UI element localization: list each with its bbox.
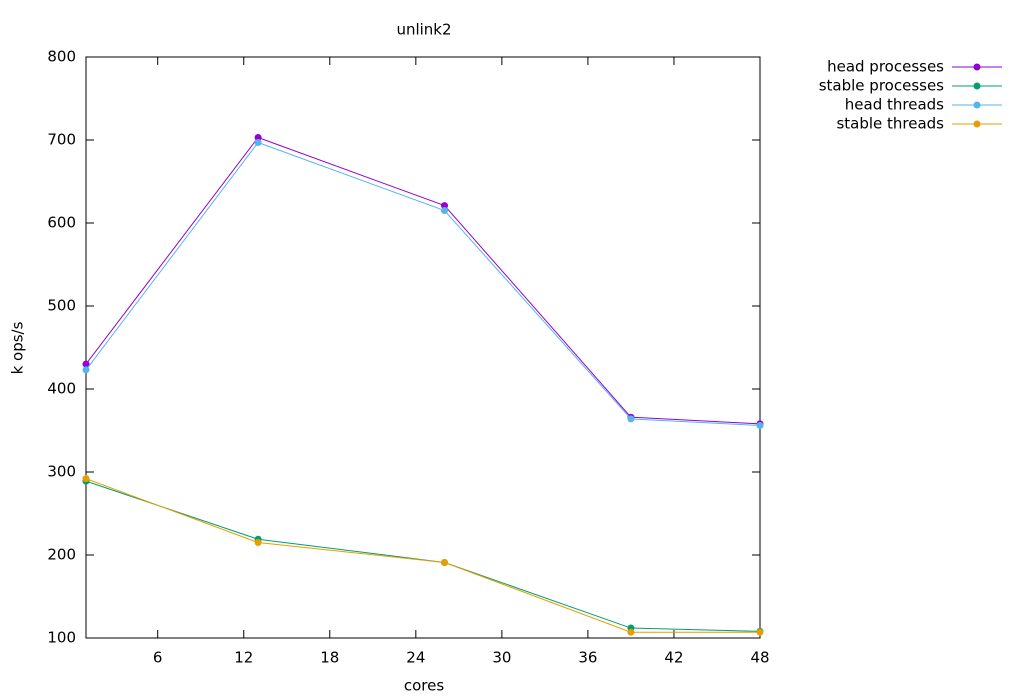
y-tick-label: 200	[47, 546, 76, 564]
x-tick-label: 48	[750, 649, 769, 667]
x-tick-label: 24	[406, 649, 425, 667]
data-point	[627, 415, 635, 423]
data-point	[627, 628, 635, 636]
data-point	[756, 628, 764, 636]
y-tick-label: 100	[47, 629, 76, 647]
data-point	[82, 475, 90, 483]
data-point	[254, 539, 262, 547]
legend-marker	[973, 101, 981, 109]
data-point	[82, 360, 90, 368]
legend-label: stable processes	[819, 77, 944, 95]
data-point	[441, 558, 449, 566]
data-point	[82, 366, 90, 374]
y-tick-label: 600	[47, 214, 76, 232]
data-point	[441, 202, 449, 210]
x-axis-label: cores	[404, 677, 444, 695]
data-point	[441, 207, 449, 215]
data-point	[254, 138, 262, 146]
y-tick-label: 400	[47, 380, 76, 398]
legend-label: head processes	[827, 58, 944, 76]
legend-marker	[973, 82, 981, 90]
data-point	[756, 422, 764, 430]
x-tick-label: 12	[234, 649, 253, 667]
legend-marker	[973, 63, 981, 71]
x-tick-label: 18	[320, 649, 339, 667]
legend-label: head threads	[845, 96, 944, 114]
y-tick-label: 800	[47, 48, 76, 66]
y-tick-label: 300	[47, 463, 76, 481]
chart-title: unlink2	[396, 21, 451, 39]
y-tick-label: 700	[47, 131, 76, 149]
legend-marker	[973, 120, 981, 128]
data-point	[254, 134, 262, 142]
x-tick-label: 42	[664, 649, 683, 667]
plot-frame	[85, 56, 761, 639]
legend-label: stable threads	[836, 115, 944, 133]
x-tick-label: 6	[153, 649, 163, 667]
y-axis-label: k ops/s	[9, 321, 27, 374]
x-tick-label: 36	[578, 649, 597, 667]
x-tick-label: 30	[492, 649, 511, 667]
y-tick-label: 500	[47, 297, 76, 315]
